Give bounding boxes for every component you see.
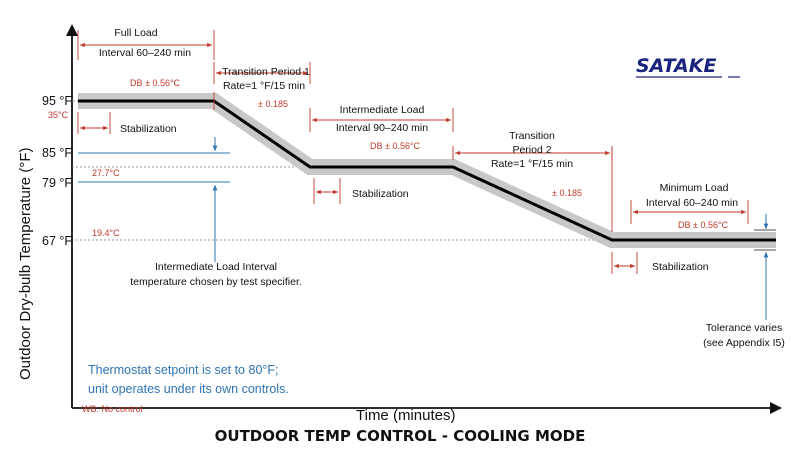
y-tick-95: 95 °F <box>42 94 72 108</box>
svg-text:Interval 60–240 min: Interval 60–240 min <box>99 47 191 59</box>
y-tick-79: 79 °F <box>42 176 72 190</box>
rate-tolerance-2: ± 0.185 <box>552 188 582 198</box>
svg-text:Full Load: Full Load <box>114 27 157 39</box>
stabilization-label-3: Stabilization <box>652 261 709 273</box>
svg-text:temperature chosen by test spe: temperature chosen by test specifier. <box>130 276 302 288</box>
intermediate-interval-note: Intermediate Load Interval temperature c… <box>130 261 302 288</box>
thermostat-note: Thermostat setpoint is set to 80°F; unit… <box>88 363 289 396</box>
temperature-profile <box>78 99 776 242</box>
period-minimum: Minimum Load Interval 60–240 min <box>646 182 738 209</box>
interval-markers <box>77 30 749 274</box>
svg-text:Intermediate Load: Intermediate Load <box>340 104 425 116</box>
svg-text:(see Appendix I5): (see Appendix I5) <box>703 337 785 349</box>
period-intermediate: Intermediate Load Interval 90–240 min <box>336 104 428 134</box>
svg-text:Transition Period 1: Transition Period 1 <box>222 66 310 78</box>
svg-text:unit operates under its own co: unit operates under its own controls. <box>88 382 289 396</box>
tolerance-varies-note: Tolerance varies (see Appendix I5) <box>703 322 785 349</box>
wb-note: WB: No control <box>82 404 143 414</box>
y-axis-arrow-icon <box>66 24 78 36</box>
x-axis-label: Time (minutes) <box>356 407 455 424</box>
svg-text:Period 2: Period 2 <box>512 144 551 156</box>
svg-text:Intermediate Load Interval: Intermediate Load Interval <box>155 261 277 273</box>
y-tick-67: 67 °F <box>42 234 72 248</box>
rate-tolerance-1: ± 0.185 <box>258 99 288 109</box>
footer-title: OUTDOOR TEMP CONTROL - COOLING MODE <box>215 427 586 445</box>
celsius-35: 35°C <box>48 110 69 120</box>
svg-text:Rate=1 °F/15 min: Rate=1 °F/15 min <box>491 158 573 170</box>
period-transition-2: Transition Period 2 Rate=1 °F/15 min <box>491 130 573 170</box>
interval-arrows <box>80 42 746 269</box>
y-axis-label: Outdoor Dry-bulb Temperature (°F) <box>17 148 34 380</box>
period-full-load: Full Load Interval 60–240 min <box>99 27 191 59</box>
svg-text:Rate=1 °F/15 min: Rate=1 °F/15 min <box>223 80 305 92</box>
y-tick-85: 85 °F <box>42 146 72 160</box>
brand-logo: SATAKE <box>636 55 740 78</box>
svg-text:Tolerance varies: Tolerance varies <box>706 322 782 334</box>
db-tolerance-minimum: DB ± 0.56°C <box>678 220 729 230</box>
stabilization-label-1: Stabilization <box>120 123 177 135</box>
svg-text:Transition: Transition <box>509 130 555 142</box>
period-transition-1: Transition Period 1 Rate=1 °F/15 min <box>222 66 310 92</box>
stabilization-label-2: Stabilization <box>352 188 409 200</box>
db-tolerance-full: DB ± 0.56°C <box>130 78 181 88</box>
svg-text:Minimum Load: Minimum Load <box>660 182 729 194</box>
celsius-19: 19.4°C <box>92 228 120 238</box>
svg-text:Interval 90–240 min: Interval 90–240 min <box>336 122 428 134</box>
celsius-27: 27.7°C <box>92 168 120 178</box>
svg-text:Thermostat setpoint is set to: Thermostat setpoint is set to 80°F; <box>88 363 279 377</box>
svg-text:Interval 60–240 min: Interval 60–240 min <box>646 197 738 209</box>
brand-logo-text: SATAKE <box>636 55 716 77</box>
x-axis-arrow-icon <box>770 402 782 414</box>
db-tolerance-intermediate: DB ± 0.56°C <box>370 141 421 151</box>
